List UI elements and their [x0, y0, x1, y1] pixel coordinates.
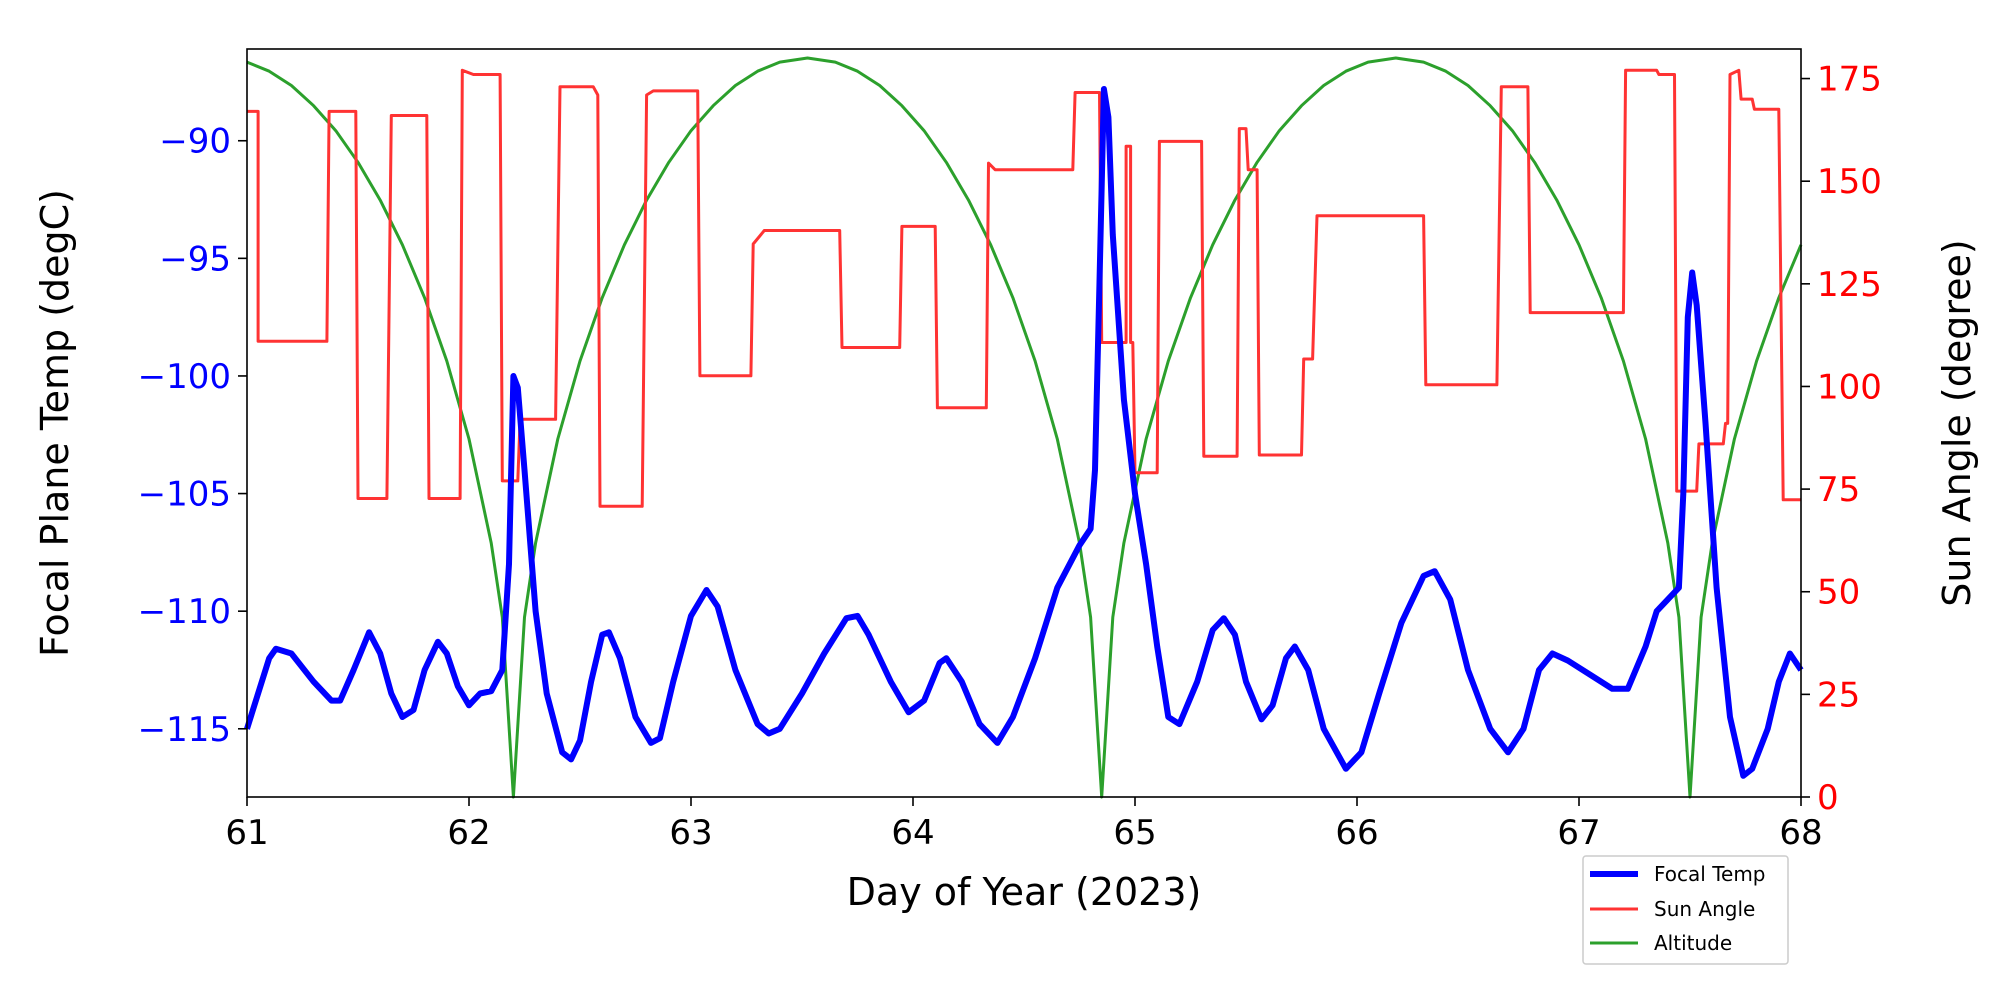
series-line-focal-temp — [244, 86, 1804, 779]
x-tick-label: 61 — [225, 813, 268, 853]
x-tick-label: 63 — [669, 813, 712, 853]
legend-label-altitude: Altitude — [1654, 931, 1732, 955]
series-line-altitude — [246, 56, 1803, 799]
series-line-sun-angle — [247, 68, 1801, 508]
plot-frame — [246, 48, 1802, 798]
y-left-tick-label: −90 — [159, 122, 231, 162]
y-right-tick-label: 175 — [1817, 60, 1882, 100]
legend: Focal Temp Sun Angle Altitude — [1582, 855, 1789, 965]
x-tick-label: 65 — [1113, 813, 1156, 853]
x-tick-label: 66 — [1335, 813, 1378, 853]
ticks-layer: 61 62 63 64 65 66 67 68 −90 −95 −100 −105 −110 −115 0 2… — [138, 60, 1882, 853]
y-left-tick-label: −100 — [138, 357, 231, 397]
x-tick-label: 64 — [891, 813, 934, 853]
y-right-tick-label: 25 — [1817, 675, 1860, 715]
series-layer — [244, 56, 1804, 799]
x-tick-label: 67 — [1557, 813, 1600, 853]
y-axis-label-right: Sun Angle (degree) — [1935, 239, 1979, 606]
y-right-tick-label: 0 — [1817, 778, 1839, 818]
x-tick-label: 68 — [1779, 813, 1822, 853]
legend-label-sun-angle: Sun Angle — [1654, 897, 1755, 921]
y-right-tick-label: 125 — [1817, 265, 1882, 305]
y-right-tick-label: 75 — [1817, 470, 1860, 510]
legend-box — [1582, 855, 1789, 965]
y-left-tick-label: −110 — [138, 592, 231, 632]
y-left-tick-label: −95 — [159, 239, 231, 279]
y-right-tick-label: 100 — [1817, 367, 1882, 407]
y-right-tick-label: 150 — [1817, 162, 1882, 202]
x-axis-label: Day of Year (2023) — [847, 870, 1202, 914]
y-right-tick-label: 50 — [1817, 573, 1860, 613]
x-tick-label: 62 — [447, 813, 490, 853]
y-axis-label-left: Focal Plane Temp (degC) — [33, 189, 77, 657]
y-left-tick-label: −115 — [138, 710, 231, 750]
y-left-tick-label: −105 — [138, 475, 231, 515]
legend-label-focal-temp: Focal Temp — [1654, 862, 1766, 886]
